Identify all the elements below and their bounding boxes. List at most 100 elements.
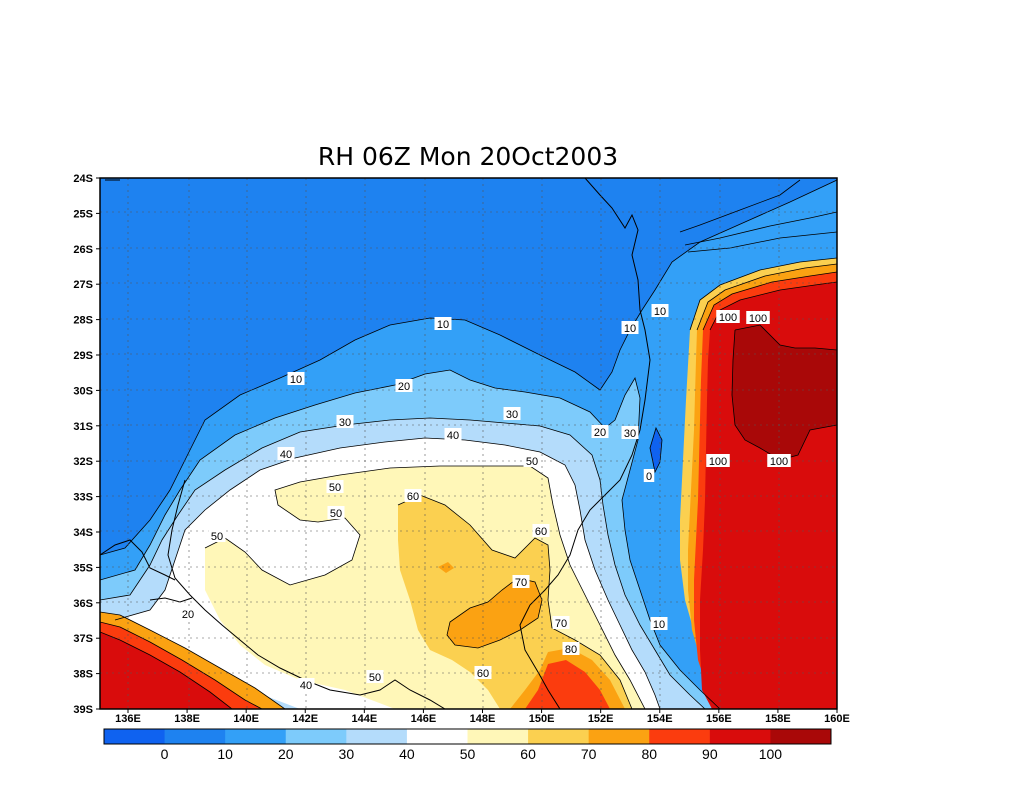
colorbar-swatch [225, 729, 287, 744]
contour-label-bg [621, 321, 639, 334]
lon-tick-label: 158E [765, 713, 791, 725]
lat-tick-label: 26S [73, 244, 93, 256]
colorbar-label: 0 [161, 746, 169, 762]
field-band-60-small [438, 562, 454, 573]
colorbar-swatch [649, 729, 711, 744]
colorbar-swatch [164, 729, 226, 744]
contour-label: 100 [709, 456, 727, 468]
colorbar-swatch [406, 729, 468, 744]
colorbar-label: 20 [278, 746, 294, 762]
lat-tick-label: 24S [73, 173, 93, 185]
lon-tick-label: 142E [292, 713, 318, 725]
lat-tick-label: 28S [73, 315, 93, 327]
field-band-90 [525, 660, 610, 709]
contour-label-bg [562, 642, 580, 655]
contour-label-bg [208, 529, 226, 542]
contour-label-bg [591, 425, 609, 438]
contour-label-bg [287, 372, 305, 385]
contour-label: 50 [526, 456, 538, 468]
graticule [100, 178, 837, 709]
contour-label: 70 [515, 577, 527, 589]
lon-tick-label: 140E [233, 713, 259, 725]
contour-label: 10 [624, 323, 636, 335]
lat-tick-label: 34S [73, 527, 93, 539]
contour-label-bg [643, 469, 655, 482]
contour-labels: 10 10 10 10 20 20 20 30 30 30 40 40 40 50 50 50 50 50 60 60… [179, 304, 791, 692]
contour-label-bg [532, 524, 550, 537]
contour-label-bg [621, 426, 639, 439]
contour-label-bg [552, 616, 570, 629]
colorbar-swatch [104, 729, 166, 744]
lat-tick-label: 32S [73, 456, 93, 468]
contour-label: 10 [653, 619, 665, 631]
colorbar-label: 40 [399, 746, 415, 762]
contour-label-bg [716, 310, 740, 323]
colorbar-label: 70 [581, 746, 597, 762]
contour-label: 60 [407, 491, 419, 503]
contour-label: 10 [437, 319, 449, 331]
lon-tick-label: 144E [351, 713, 377, 725]
lat-tick-label: 30S [73, 385, 93, 397]
contour-label: 60 [535, 526, 547, 538]
lat-tick-label: 37S [73, 633, 93, 645]
coastline [100, 178, 651, 709]
map-title: RH 06Z Mon 20Oct2003 [318, 142, 618, 171]
contour-label: 10 [654, 306, 666, 318]
contour-label: 50 [369, 672, 381, 684]
contour-label: 20 [398, 381, 410, 393]
contour-label: 20 [594, 427, 606, 439]
contour-label: 60 [477, 668, 489, 680]
lat-tick-label: 29S [73, 350, 93, 362]
lat-tick-label: 31S [73, 421, 93, 433]
lat-tick-label: 39S [73, 704, 93, 716]
contour-label: 100 [770, 456, 788, 468]
contour-label-bg [336, 415, 354, 428]
colorbar-label: 90 [702, 746, 718, 762]
colorbar-label: 30 [339, 746, 355, 762]
contour-label-bg [179, 607, 197, 620]
lon-tick-label: 148E [470, 713, 496, 725]
contour-label: 50 [329, 482, 341, 494]
contour-label: 50 [211, 531, 223, 543]
colorbar-swatch [467, 729, 529, 744]
contour-label-bg [434, 317, 452, 330]
lon-axis: 136E 138E 140E 142E 144E 146E 148E 150E 152E 154E… [115, 709, 850, 725]
lon-tick-label: 138E [174, 713, 200, 725]
contour-label-bg [395, 379, 413, 392]
contour-label-bg [650, 617, 668, 630]
lat-tick-label: 33S [73, 492, 93, 504]
contour-label: 40 [300, 680, 312, 692]
rh-field [100, 178, 837, 709]
lon-tick-label: 152E [588, 713, 614, 725]
contour-label-bg [512, 575, 530, 588]
contour-label: 40 [447, 430, 459, 442]
contour-label-bg [746, 311, 770, 324]
contour-label-bg [327, 506, 345, 519]
contour-label-bg [444, 428, 462, 441]
contour-label-bg [277, 447, 295, 460]
lat-tick-label: 36S [73, 598, 93, 610]
contour-label-bg [404, 489, 422, 502]
contour-label-bg [523, 454, 541, 467]
lon-tick-label: 146E [411, 713, 437, 725]
lon-tick-label: 160E [824, 713, 850, 725]
colorbar-swatch [346, 729, 408, 744]
lat-axis: 24S 25S 26S 27S 28S 29S 30S 31S 32S 33S 34S 35S 36S 3… [73, 173, 100, 716]
contour-label-bg [767, 454, 791, 467]
colorbar: 0 10 20 30 40 50 60 70 80 90 100 [103, 728, 832, 762]
lon-tick-label: 156E [706, 713, 732, 725]
contour-label: 10 [290, 374, 302, 386]
map-frame [99, 177, 838, 710]
contour-label-bg [474, 666, 492, 679]
lat-tick-label: 35S [73, 562, 93, 574]
colorbar-label: 80 [641, 746, 657, 762]
contour-label: 100 [719, 312, 737, 324]
lon-tick-label: 150E [529, 713, 555, 725]
contour-label-bg [297, 678, 315, 691]
contour-label: 30 [339, 417, 351, 429]
lat-tick-label: 27S [73, 279, 93, 291]
lon-tick-label: 154E [647, 713, 673, 725]
contour-label: 50 [330, 508, 342, 520]
contour-label: 80 [565, 644, 577, 656]
contour-label: 100 [749, 313, 767, 325]
